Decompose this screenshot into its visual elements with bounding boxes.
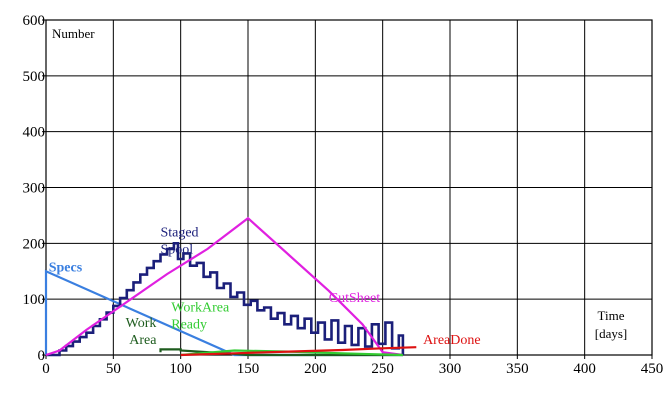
series-labels: Specs Staged Spool CutSheet WorkArea Ready Wor… (49, 226, 481, 348)
y-tick-label: 400 (23, 125, 46, 141)
x-tick-label: 200 (304, 361, 327, 377)
series-label-workarea-ready: WorkArea Ready (171, 300, 230, 332)
x-tick-label: 50 (106, 361, 121, 377)
x-tick-label: 300 (439, 361, 462, 377)
x-tick-label: 400 (573, 361, 596, 377)
y-tick-label: 600 (23, 13, 46, 29)
chart-series (44, 216, 417, 357)
tick-labels: 0 50 100 150 200 250 300 350 400 450 0 100 200 300 400… (23, 13, 664, 377)
y-tick-label: 0 (38, 348, 46, 364)
y-tick-label: 200 (23, 236, 46, 252)
series-line-cutsheet (45, 216, 404, 357)
y-tick-label: 300 (23, 181, 46, 197)
x-axis-label-line: [days] (595, 326, 628, 341)
x-tick-label: 150 (237, 361, 260, 377)
x-axis-label-line: Time (598, 308, 625, 323)
y-tick-label: 500 (23, 69, 46, 85)
x-axis-label: Time [days] (595, 308, 628, 341)
series-label-work-area: Work Area (126, 316, 158, 348)
x-tick-label: 250 (371, 361, 394, 377)
series-line-work-area (159, 348, 403, 357)
y-axis-label: Number (52, 26, 95, 41)
series-line-areadone (180, 346, 417, 357)
series-label-staged-spool: Staged Spool (160, 226, 198, 258)
y-tick-label: 100 (23, 292, 46, 308)
x-tick-label: 100 (169, 361, 192, 377)
x-tick-label: 0 (42, 361, 50, 377)
series-label-areadone: AreaDone (423, 333, 481, 348)
x-tick-label: 350 (506, 361, 529, 377)
series-label-specs: Specs (49, 260, 83, 275)
x-tick-label: 450 (641, 361, 664, 377)
series-label-cutsheet: CutSheet (329, 291, 380, 306)
